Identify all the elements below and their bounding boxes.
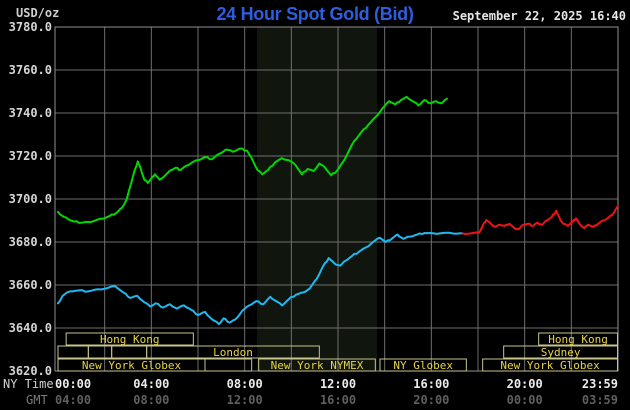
x-tick-gmt: 04:00: [55, 393, 92, 407]
x-tick-gmt: 12:00: [226, 393, 263, 407]
session-label: Hong Kong: [548, 333, 608, 346]
x-tick-ny: 23:59: [581, 377, 618, 391]
y-tick-label: 3640.0: [8, 321, 52, 335]
session-box: [146, 345, 320, 359]
session-box: [503, 345, 618, 359]
x-tick-ny: 16:00: [413, 377, 450, 391]
x-tick-ny: 08:00: [226, 377, 263, 391]
x-tick-gmt: 20:00: [413, 393, 450, 407]
x-tick-gmt: 08:00: [133, 393, 170, 407]
y-tick-label: 3700.0: [8, 192, 52, 206]
session-label: New York NYMEX: [271, 359, 364, 372]
price-line-sep-21-sunday: [461, 205, 619, 235]
session-box: [258, 358, 376, 372]
session-box: [204, 358, 253, 372]
x-tick-ny: 04:00: [133, 377, 170, 391]
y-tick-label: 3760.0: [8, 63, 52, 77]
session-label: Sydney: [541, 346, 581, 359]
y-tick-label: 3620.0: [8, 364, 52, 378]
x-tick-ny: 12:00: [319, 377, 357, 391]
y-tick-label: 3660.0: [8, 278, 52, 292]
session-label: NY Globex: [393, 359, 453, 372]
session-box: [379, 358, 467, 372]
chart-title: 24 Hour Spot Gold (Bid): [216, 4, 414, 24]
x-tick-gmt: 03:59: [581, 393, 618, 407]
x-tick-ny: 00:00: [55, 377, 92, 391]
price-line-sep-19-ny-close: [57, 231, 464, 326]
session-box: [538, 332, 619, 346]
y-tick-label: 3720.0: [8, 149, 52, 163]
session-box: [65, 332, 194, 346]
x-tick-gmt: 16:00: [319, 393, 357, 407]
timestamp: September 22, 2025 16:40: [452, 9, 626, 23]
y-axis-units-label: USD/oz: [16, 6, 60, 20]
x-axis-row1-title: NY Time: [3, 377, 54, 391]
x-axis-row2-title: GMT: [26, 393, 48, 407]
y-tick-label: 3680.0: [8, 235, 52, 249]
price-line-sep-22-last: [57, 95, 448, 224]
session-label: New York Globex: [500, 359, 600, 372]
x-tick-gmt: 00:00: [506, 393, 543, 407]
x-tick-ny: 20:00: [506, 377, 543, 391]
session-label: New York Globex: [82, 359, 182, 372]
y-tick-label: 3780.0: [8, 20, 52, 34]
session-box: [482, 358, 618, 372]
y-tick-label: 3740.0: [8, 106, 52, 120]
session-label: Hong Kong: [100, 333, 160, 346]
session-label: London: [213, 346, 253, 359]
